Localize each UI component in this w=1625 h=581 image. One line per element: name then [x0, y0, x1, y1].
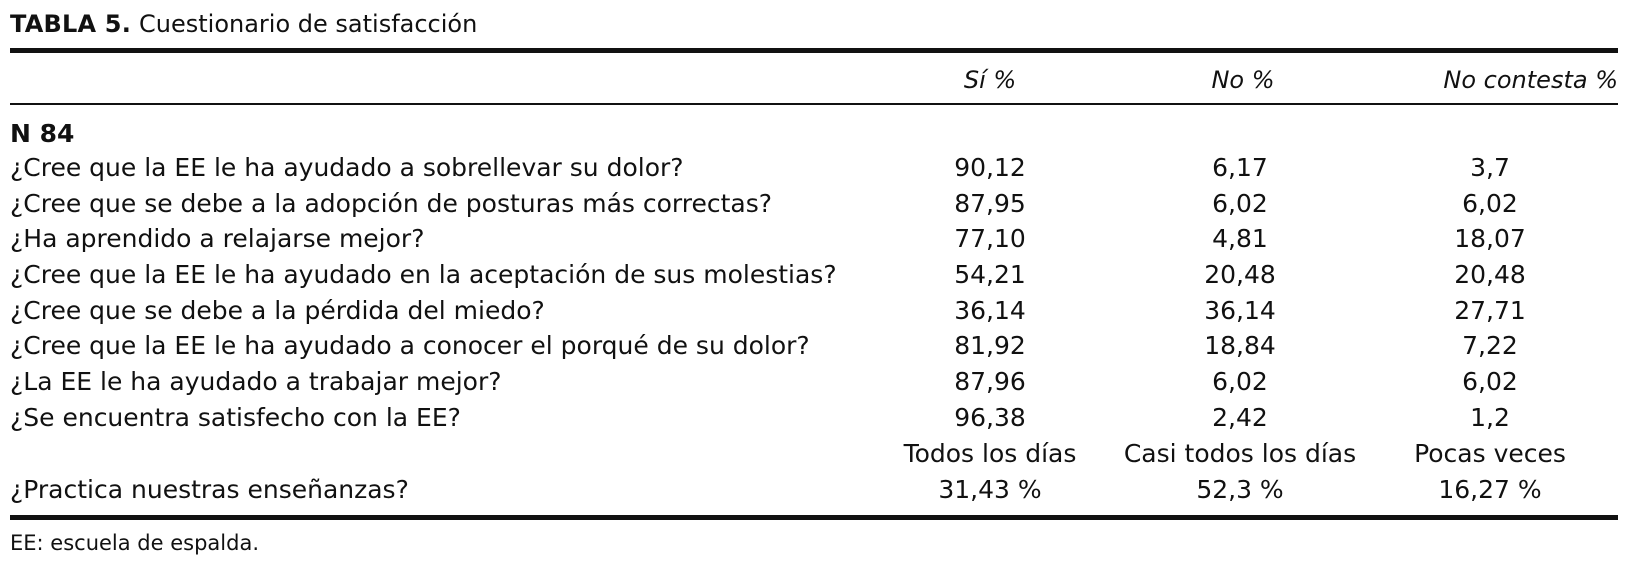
table-title: Cuestionario de satisfacción	[139, 10, 478, 38]
table-body: ¿Cree que la EE le ha ayudado a sobrelle…	[10, 150, 1618, 436]
table-page: TABLA 5. Cuestionario de satisfacción Sí …	[10, 0, 1618, 581]
practice-almost-daily-value: 52,3 %	[1196, 475, 1284, 504]
no-contesta-cell: 6,02	[1462, 367, 1518, 397]
no-cell: 6,02	[1212, 188, 1268, 218]
bottom-rule	[10, 515, 1618, 520]
no-cell: 6,17	[1212, 153, 1268, 182]
no-contesta-cell: 3,7	[1470, 153, 1510, 182]
si-cell: 54,21	[954, 260, 1026, 290]
practice-row: ¿Practica nuestras enseñanzas? 31,43 % 5…	[10, 472, 1618, 508]
sample-size-label: N 84	[10, 119, 75, 148]
question-cell: ¿Cree que la EE le ha ayudado a sobrelle…	[10, 153, 684, 182]
question-cell: ¿Se encuentra satisfecho con la EE?	[10, 402, 461, 432]
header-rule	[10, 103, 1618, 105]
top-rule	[10, 48, 1618, 53]
no-contesta-cell: 6,02	[1462, 188, 1518, 218]
practice-rarely-value: 16,27 %	[1438, 475, 1542, 504]
no-contesta-cell: 7,22	[1462, 331, 1518, 361]
table-row: ¿Cree que la EE le ha ayudado a conocer …	[10, 328, 1618, 364]
si-cell: 90,12	[954, 153, 1026, 182]
question-cell: ¿La EE le ha ayudado a trabajar mejor?	[10, 367, 502, 397]
frequency-header-rarely: Pocas veces	[1414, 439, 1566, 468]
si-cell: 87,95	[954, 188, 1026, 218]
column-header-no-contesta: No contesta %	[1443, 66, 1618, 94]
table-number: TABLA 5.	[10, 10, 132, 38]
frequency-header-almost-daily: Casi todos los días	[1123, 439, 1357, 468]
si-cell: 77,10	[954, 224, 1026, 254]
question-cell: ¿Cree que la EE le ha ayudado a conocer …	[10, 331, 810, 361]
no-contesta-cell: 20,48	[1454, 260, 1526, 290]
table-row: ¿La EE le ha ayudado a trabajar mejor? 8…	[10, 364, 1618, 400]
question-cell: ¿Cree que la EE le ha ayudado en la acep…	[10, 260, 837, 290]
table-row: ¿Ha aprendido a relajarse mejor? 77,10 4…	[10, 221, 1618, 257]
no-cell: 2,42	[1212, 402, 1268, 432]
table-row: ¿Cree que la EE le ha ayudado a sobrelle…	[10, 150, 1618, 186]
table-row: ¿Cree que se debe a la adopción de postu…	[10, 186, 1618, 222]
frequency-header-daily: Todos los días	[903, 439, 1077, 468]
no-contesta-cell: 18,07	[1454, 224, 1526, 254]
table-row: ¿Se encuentra satisfecho con la EE? 96,3…	[10, 400, 1618, 436]
table-row: ¿Cree que se debe a la pérdida del miedo…	[10, 293, 1618, 329]
si-cell: 36,14	[954, 295, 1026, 325]
question-cell: ¿Cree que se debe a la pérdida del miedo…	[10, 295, 545, 325]
practice-question: ¿Practica nuestras enseñanzas?	[10, 475, 409, 504]
column-header-no: No %	[1211, 66, 1275, 94]
si-cell: 87,96	[954, 367, 1026, 397]
question-cell: ¿Ha aprendido a relajarse mejor?	[10, 224, 425, 254]
no-contesta-cell: 27,71	[1454, 295, 1526, 325]
no-cell: 6,02	[1212, 367, 1268, 397]
no-contesta-cell: 1,2	[1470, 402, 1510, 432]
no-cell: 4,81	[1212, 224, 1268, 254]
table-caption: TABLA 5. Cuestionario de satisfacción	[10, 8, 477, 40]
table-footnote: EE: escuela de espalda.	[10, 531, 259, 555]
table-row: ¿Cree que la EE le ha ayudado en la acep…	[10, 257, 1618, 293]
question-cell: ¿Cree que se debe a la adopción de postu…	[10, 188, 773, 218]
column-header-si: Sí %	[963, 66, 1017, 94]
practice-daily-value: 31,43 %	[938, 475, 1042, 504]
si-cell: 96,38	[954, 402, 1026, 432]
si-cell: 81,92	[954, 331, 1026, 361]
no-cell: 20,48	[1204, 260, 1276, 290]
no-cell: 18,84	[1204, 331, 1276, 361]
no-cell: 36,14	[1204, 295, 1276, 325]
frequency-header-row: Todos los días Casi todos los días Pocas…	[10, 436, 1618, 472]
